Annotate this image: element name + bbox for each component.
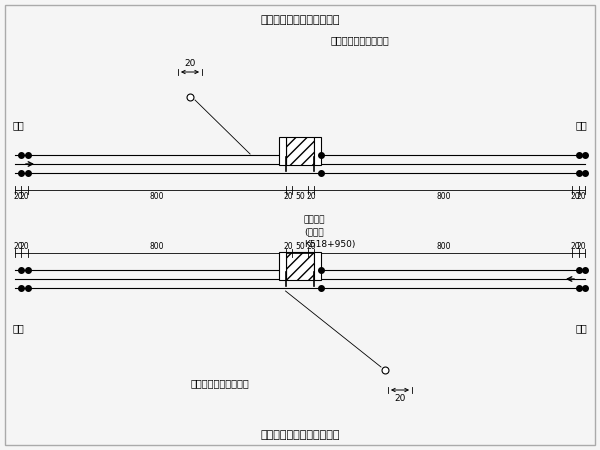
Text: 显示停车手信号的防护人员: 显示停车手信号的防护人员 (260, 430, 340, 440)
Bar (279, 252, 286, 280)
Text: 800: 800 (149, 242, 164, 251)
Text: 显示停车手信号的防护人员: 显示停车手信号的防护人员 (260, 15, 340, 25)
Bar (286, 252, 314, 280)
Text: 800: 800 (436, 192, 451, 201)
Text: 800: 800 (436, 242, 451, 251)
Text: 20: 20 (284, 242, 293, 251)
Text: 20: 20 (20, 242, 29, 251)
Text: 移动停车信号牌（灯）: 移动停车信号牌（灯） (331, 35, 389, 45)
Bar (279, 137, 286, 165)
Text: 移动停车信号牌（灯）: 移动停车信号牌（灯） (191, 378, 250, 388)
Text: 20: 20 (20, 192, 29, 201)
Text: 哨墩: 哨墩 (576, 120, 587, 130)
Text: 20: 20 (13, 242, 23, 251)
Bar (286, 137, 314, 165)
Text: 20: 20 (577, 242, 587, 251)
Text: 20: 20 (394, 394, 406, 403)
Text: 施工地点
(沪昆线
K518+950): 施工地点 (沪昆线 K518+950) (304, 215, 355, 249)
Text: 哨墩: 哨墩 (576, 323, 587, 333)
Text: 800: 800 (149, 192, 164, 201)
Text: 20: 20 (307, 192, 316, 201)
Bar (314, 252, 321, 280)
Text: 50: 50 (295, 192, 305, 201)
Text: 20: 20 (307, 242, 316, 251)
Text: 20: 20 (184, 59, 196, 68)
Text: 20: 20 (571, 192, 580, 201)
Text: 50: 50 (295, 242, 305, 251)
Text: 20: 20 (13, 192, 23, 201)
Text: 20: 20 (284, 192, 293, 201)
Text: 20: 20 (577, 192, 587, 201)
Text: 哨墩: 哨墩 (13, 120, 24, 130)
Text: 20: 20 (571, 242, 580, 251)
Text: 哨墩: 哨墩 (13, 323, 24, 333)
Bar (314, 137, 321, 165)
